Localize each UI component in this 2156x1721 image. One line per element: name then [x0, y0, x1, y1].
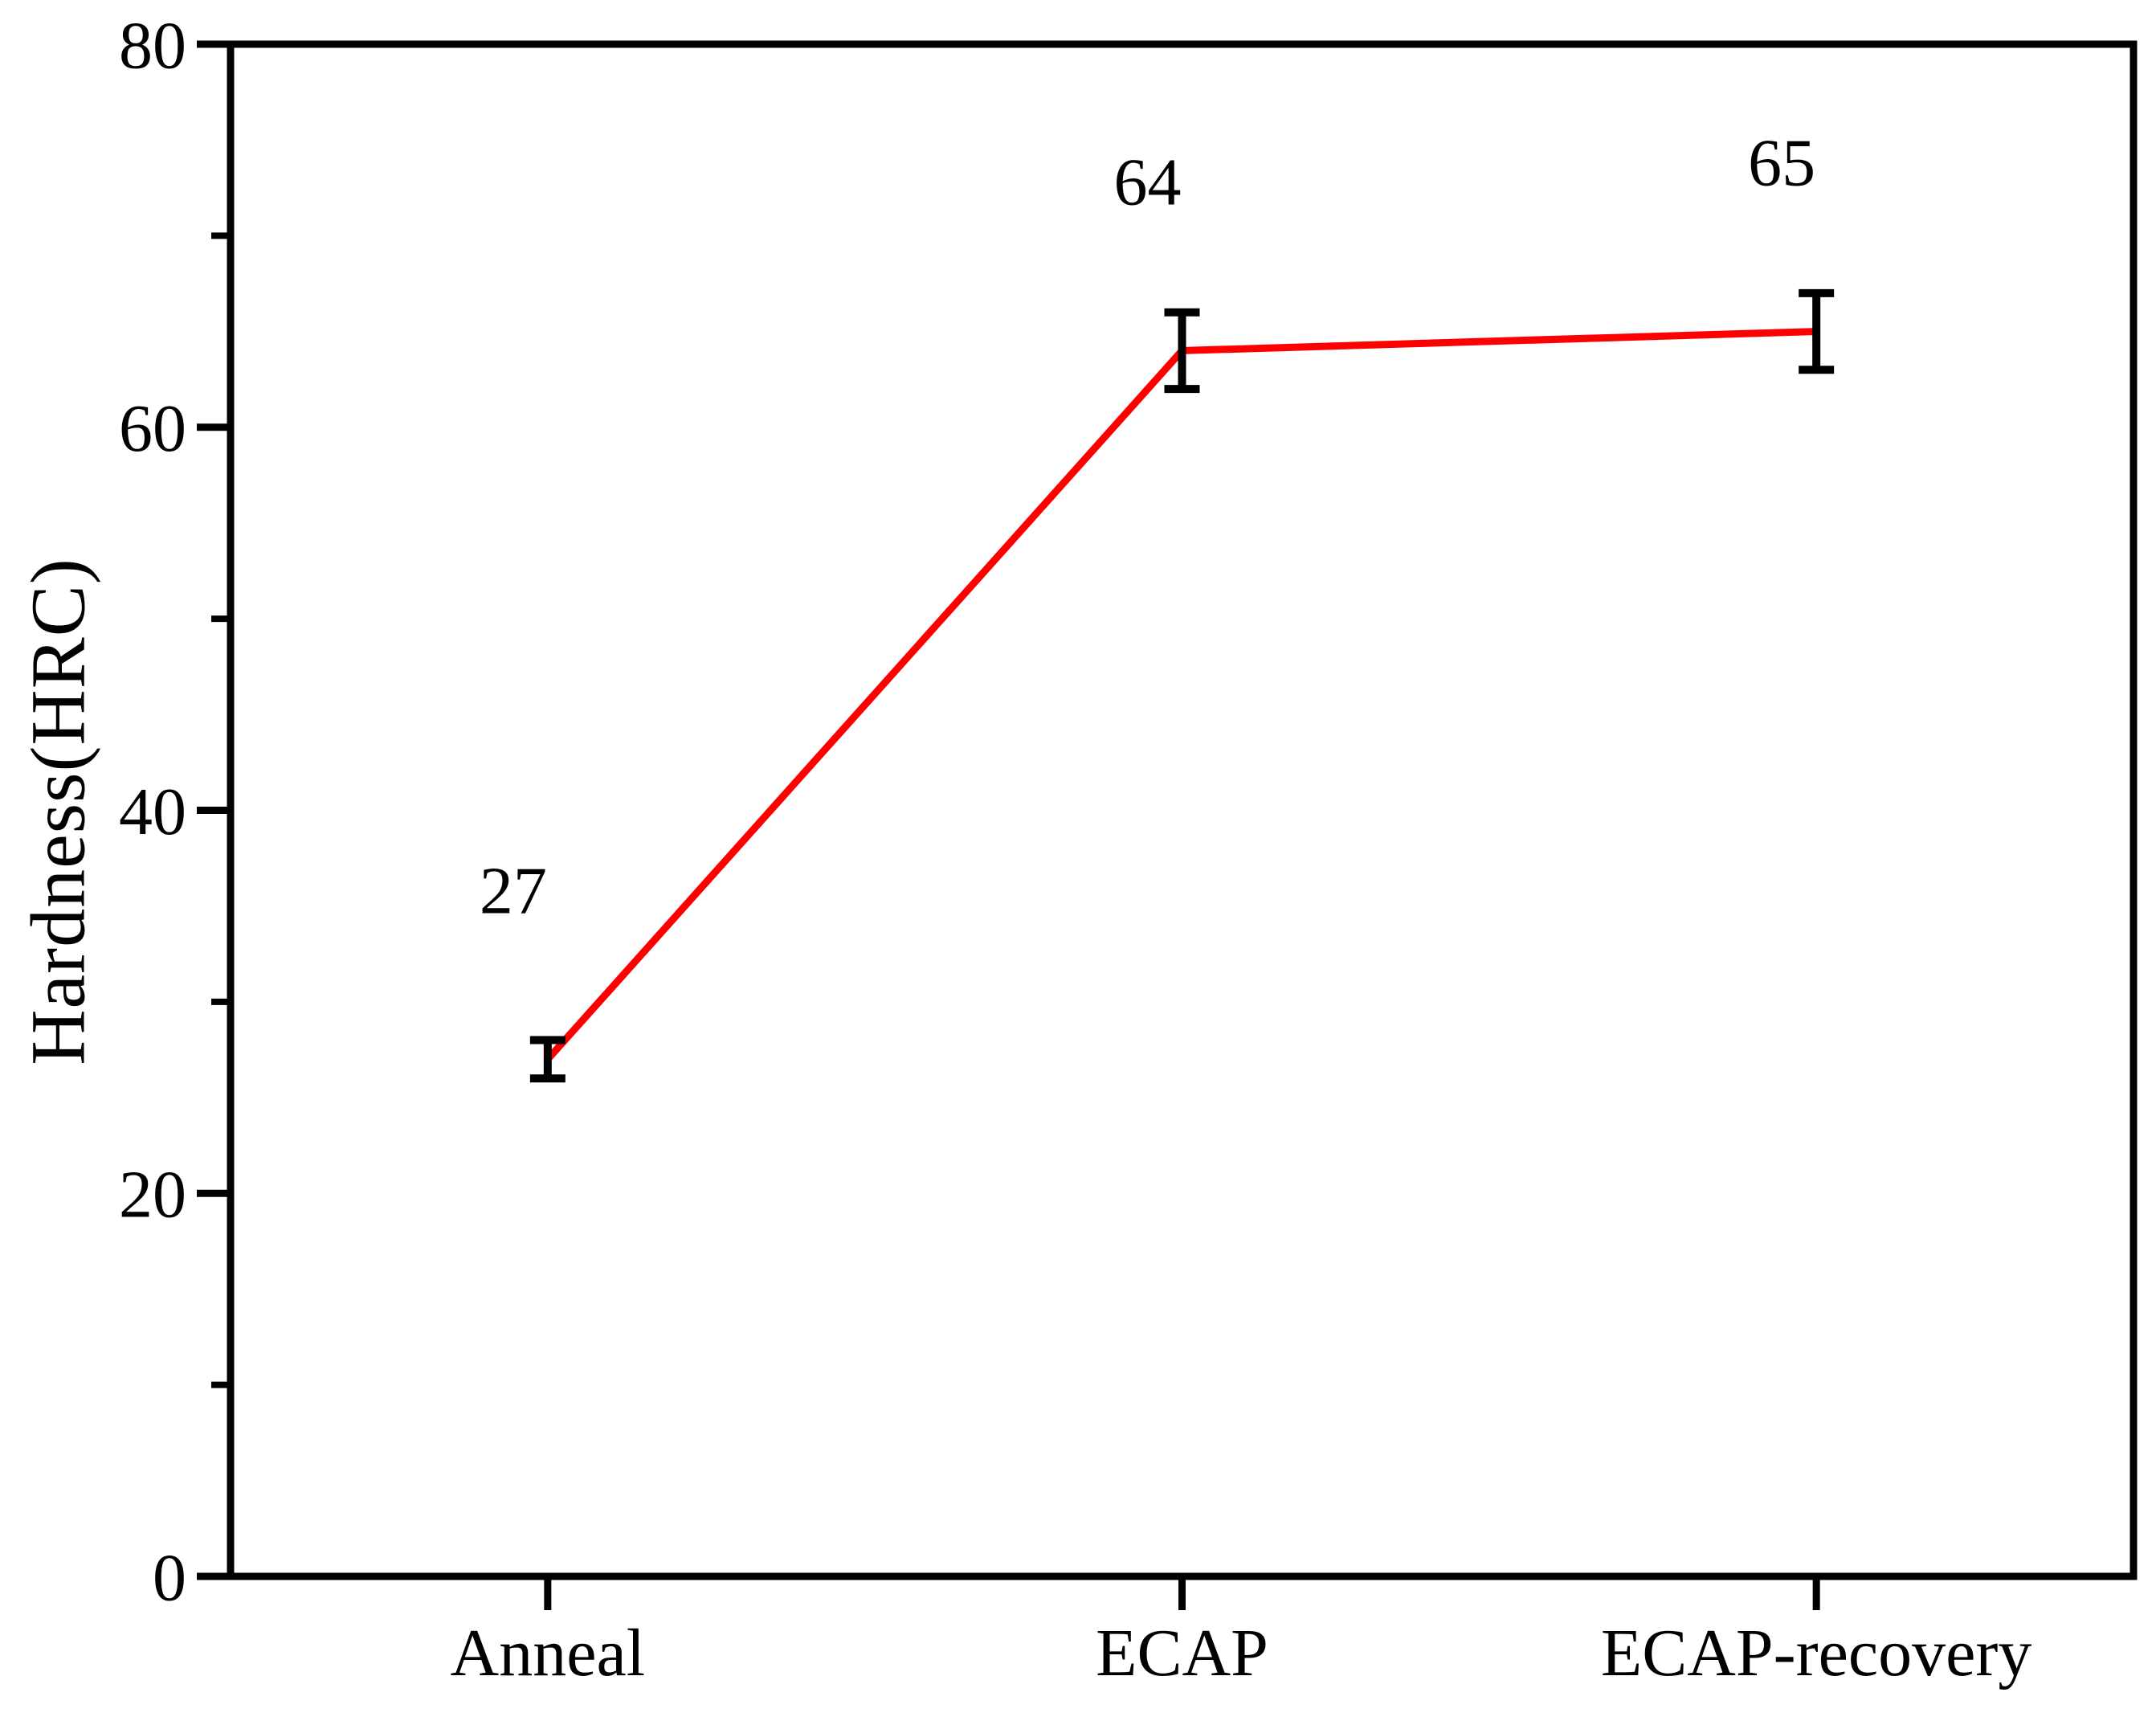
- x-category-label: Anneal: [451, 1616, 646, 1690]
- point-value-label: 27: [480, 853, 547, 928]
- x-category-label: ECAP-recovery: [1601, 1616, 2031, 1690]
- y-tick-label: 60: [119, 391, 186, 466]
- y-tick-label: 40: [119, 775, 186, 849]
- y-tick-label: 80: [119, 8, 186, 83]
- x-category-label: ECAP: [1096, 1616, 1268, 1690]
- point-value-label: 64: [1114, 145, 1182, 219]
- y-axis-title: Hardness(HRC): [14, 558, 101, 1065]
- point-value-label: 65: [1748, 126, 1815, 201]
- y-tick-label: 0: [153, 1540, 186, 1615]
- hardness-series-line: [545, 328, 1817, 1062]
- y-tick-label: 20: [119, 1158, 186, 1232]
- plot-border: [227, 40, 2138, 1580]
